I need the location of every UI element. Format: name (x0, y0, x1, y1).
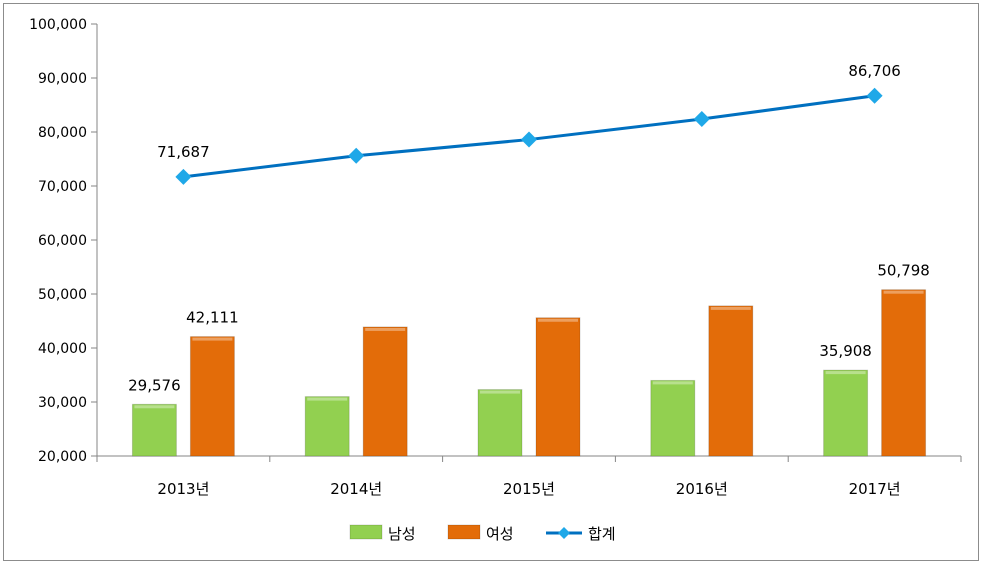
y-tick-label: 80,000 (38, 125, 87, 141)
chart-frame: 20,000 30,000 40,000 50,000 60,000 70,000 80,0… (3, 3, 979, 561)
y-tick-label: 20,000 (38, 449, 87, 465)
bars (131, 289, 927, 457)
y-tick-label: 50,000 (38, 287, 87, 303)
legend: 남성 여성 합계 (349, 524, 616, 543)
total-marker (693, 111, 710, 128)
y-axis: 20,000 30,000 40,000 50,000 60,000 70,000 80,0… (29, 17, 98, 465)
bar-highlight (134, 405, 175, 409)
x-tick-label: 2013년 (157, 480, 209, 498)
bar-female (362, 326, 408, 457)
data-labels: 29,576 42,111 35,908 50,798 71,687 86,706 (128, 62, 930, 395)
x-tick-label: 2015년 (503, 480, 555, 498)
legend-swatch (349, 524, 383, 540)
bar-female (535, 317, 581, 457)
bar-male (304, 396, 350, 457)
y-tick-label: 100,000 (29, 17, 87, 33)
legend-label: 여성 (486, 525, 514, 543)
bar-highlight (652, 381, 693, 385)
data-label: 35,908 (819, 342, 872, 360)
chart: 20,000 30,000 40,000 50,000 60,000 70,000 80,0… (29, 17, 962, 543)
x-axis: 2013년 2014년 2015년 2016년 2017년 (96, 455, 962, 498)
total-line-series (175, 87, 883, 185)
legend-marker (558, 527, 570, 539)
y-tick-label: 90,000 (38, 71, 87, 87)
bar-female (189, 336, 235, 457)
total-marker (866, 87, 883, 104)
bar-highlight (883, 290, 924, 294)
legend-swatch (447, 524, 481, 540)
y-tick-label: 60,000 (38, 233, 87, 249)
data-label: 50,798 (877, 262, 930, 280)
bar-highlight (192, 337, 233, 341)
x-tick-label: 2016년 (676, 480, 728, 498)
bar-highlight (307, 397, 348, 401)
bar-highlight (710, 306, 751, 310)
total-marker (175, 168, 192, 185)
data-label: 42,111 (186, 309, 239, 327)
data-label: 86,706 (848, 62, 901, 80)
bar-male (477, 389, 523, 457)
bar-highlight (825, 371, 866, 375)
x-tick-label: 2017년 (849, 480, 901, 498)
bar-male (823, 369, 869, 457)
bar-highlight (365, 327, 406, 331)
bar-female (708, 305, 754, 457)
total-marker (521, 131, 537, 148)
bar-female (881, 289, 927, 457)
total-marker (348, 147, 365, 164)
x-tick-label: 2014년 (330, 480, 382, 498)
bar-highlight (480, 390, 520, 394)
data-label: 29,576 (128, 376, 181, 394)
data-label: 71,687 (157, 143, 210, 161)
y-tick-label: 30,000 (38, 395, 87, 411)
bar-highlight (538, 318, 578, 322)
y-tick-label: 70,000 (38, 179, 87, 195)
y-tick-label: 40,000 (38, 341, 87, 357)
bar-male (131, 403, 177, 457)
bar-male (650, 379, 696, 457)
legend-label: 남성 (388, 525, 416, 543)
legend-label: 합계 (588, 525, 616, 543)
